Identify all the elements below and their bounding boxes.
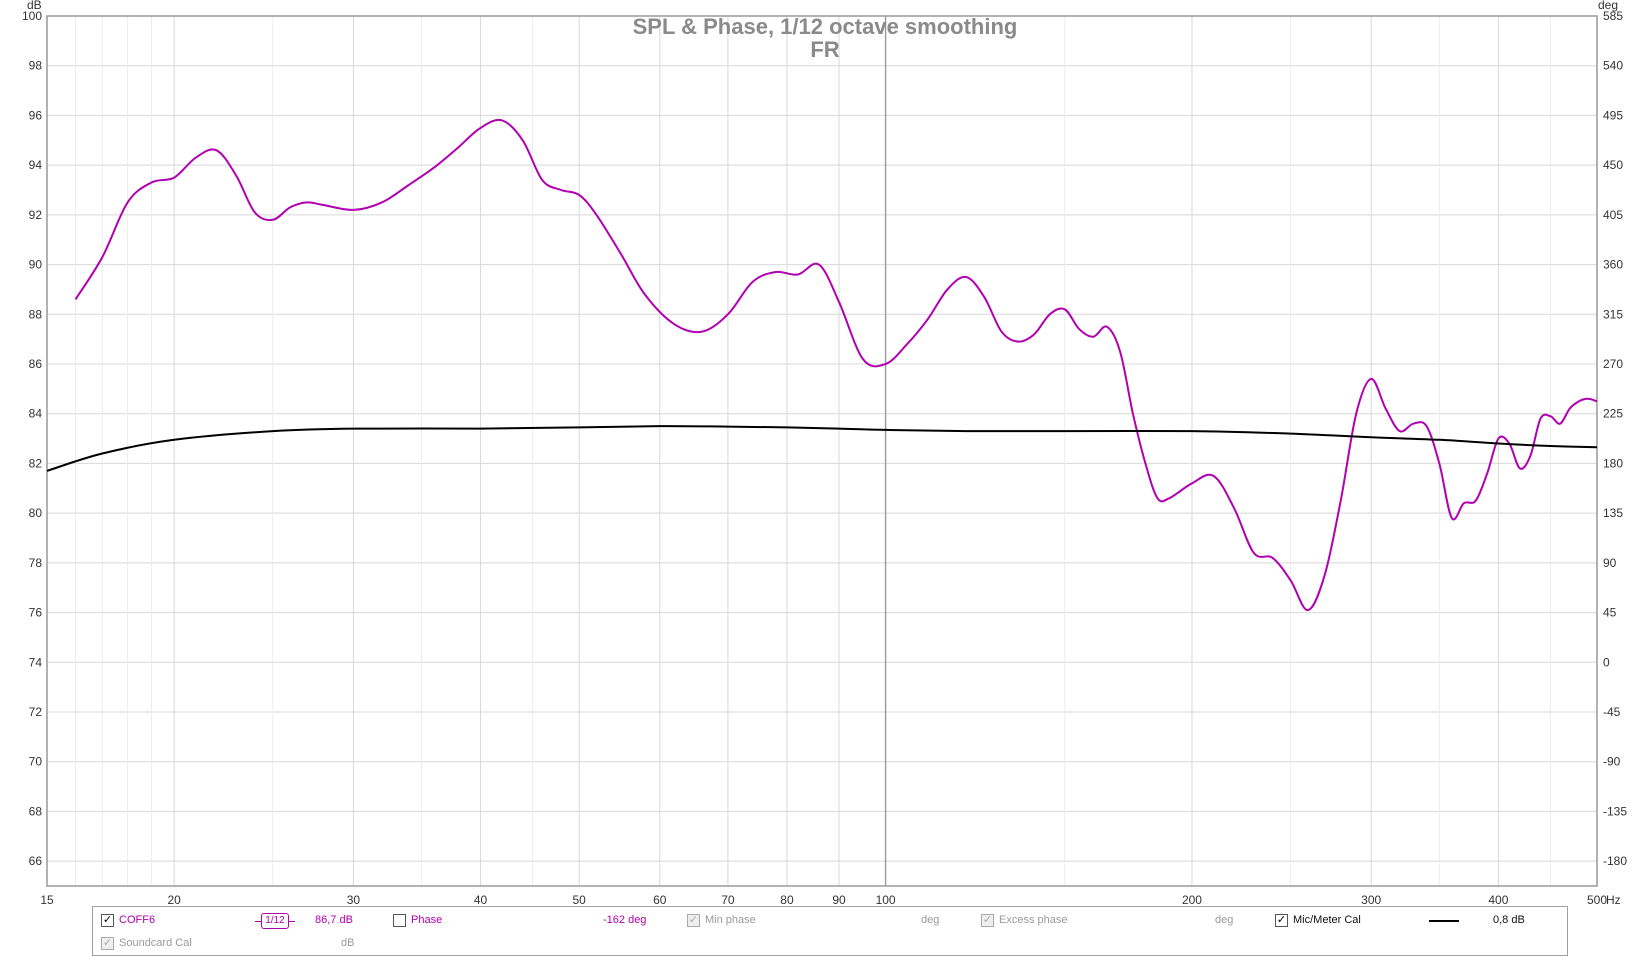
mic-cal-value: 0,8 dB <box>1493 914 1525 926</box>
y-right-tick-label: 270 <box>1603 357 1623 371</box>
y-left-tick-label: 84 <box>29 407 43 421</box>
y-right-unit: deg <box>1598 0 1618 12</box>
phase-checkbox[interactable] <box>393 914 406 927</box>
y-right-tick-label: 180 <box>1603 456 1623 470</box>
min-phase-unit: deg <box>921 914 940 926</box>
coff6-checkbox[interactable]: ✓ <box>101 914 114 927</box>
soundcard-checkbox[interactable]: ✓ <box>101 937 114 950</box>
x-tick-label: 50 <box>573 893 587 907</box>
y-right-tick-label: 225 <box>1603 407 1623 421</box>
y-left-tick-label: 66 <box>29 854 43 868</box>
x-tick-label: 20 <box>167 893 181 907</box>
smoothing-badge[interactable]: 1/12 <box>261 913 289 929</box>
x-tick-label: 80 <box>780 893 794 907</box>
y-right-tick-label: 585 <box>1603 9 1623 23</box>
y-right-tick-label: 135 <box>1603 506 1623 520</box>
legend-panel: ✓ COFF6 1/12 86,7 dB Phase -162 deg ✓ Mi… <box>92 906 1568 956</box>
x-tick-label: 200 <box>1182 893 1202 907</box>
y-right-tick-label: -180 <box>1603 854 1627 868</box>
spl-value: 86,7 dB <box>315 914 353 926</box>
mic-cal-checkbox[interactable]: ✓ <box>1275 914 1288 927</box>
series-layer <box>46 118 1598 612</box>
y-left-tick-label: 70 <box>29 755 43 769</box>
y-left-tick-label: 80 <box>29 506 43 520</box>
x-tick-label: 70 <box>721 893 735 907</box>
y-right-tick-label: 90 <box>1603 556 1617 570</box>
x-tick-label: 100 <box>876 893 896 907</box>
y-right-tick-label: 450 <box>1603 158 1623 172</box>
y-right-tick-label: 315 <box>1603 307 1623 321</box>
y-left-tick-label: 82 <box>29 456 43 470</box>
y-left-tick-label: 86 <box>29 357 43 371</box>
y-left-tick-label: 98 <box>29 59 43 73</box>
y-right-tick-label: -45 <box>1603 705 1621 719</box>
y-left-tick-label: 96 <box>29 108 43 122</box>
soundcard-label: Soundcard Cal <box>119 937 192 949</box>
x-unit-label: Hz <box>1606 893 1621 907</box>
x-tick-label: 90 <box>832 893 846 907</box>
smoothing-line-left <box>255 921 261 922</box>
y-left-tick-label: 94 <box>29 158 43 172</box>
y-left-tick-label: 74 <box>29 655 43 669</box>
y-right-tick-label: 540 <box>1603 59 1623 73</box>
y-left-tick-label: 92 <box>29 208 43 222</box>
chart-subtitle: FR <box>810 37 839 62</box>
min-phase-label: Min phase <box>705 914 756 926</box>
y-left-tick-label: 88 <box>29 307 43 321</box>
y-left-tick-label: 90 <box>29 258 43 272</box>
y-left-tick-label: 72 <box>29 705 43 719</box>
chart-title: SPL & Phase, 1/12 octave smoothing <box>633 14 1018 39</box>
phase-label: Phase <box>411 914 443 926</box>
x-tick-label: 30 <box>347 893 361 907</box>
soundcard-unit: dB <box>341 937 355 949</box>
excess-phase-unit: deg <box>1215 914 1234 926</box>
y-right-tick-label: 45 <box>1603 606 1617 620</box>
y-left-unit: dB <box>27 0 42 12</box>
phase-value: -162 deg <box>603 914 647 926</box>
y-right-tick-label: 360 <box>1603 258 1623 272</box>
y-right-tick-label: -135 <box>1603 804 1627 818</box>
mic-cal-line <box>46 425 1598 472</box>
x-tick-label: 40 <box>474 893 488 907</box>
y-right-tick-label: 0 <box>1603 655 1610 669</box>
coff6-label: COFF6 <box>119 914 156 926</box>
min-phase-checkbox[interactable]: ✓ <box>687 914 700 927</box>
y-right-tick-label: 495 <box>1603 108 1623 122</box>
grid-lines <box>47 16 1597 886</box>
y-left-tick-label: 78 <box>29 556 43 570</box>
y-left-tick-label: 100 <box>22 9 42 23</box>
y-right-tick-label: 405 <box>1603 208 1623 222</box>
x-tick-label: 300 <box>1361 893 1381 907</box>
excess-phase-label: Excess phase <box>999 914 1068 926</box>
y-left-tick-label: 68 <box>29 804 43 818</box>
mic-cal-label: Mic/Meter Cal <box>1293 914 1361 926</box>
x-tick-label: 15 <box>40 893 54 907</box>
smoothing-line-right <box>289 921 295 922</box>
mic-cal-swatch <box>1429 920 1459 922</box>
excess-phase-checkbox[interactable]: ✓ <box>981 914 994 927</box>
x-tick-label: 400 <box>1488 893 1508 907</box>
x-tick-label: 500 <box>1587 893 1607 907</box>
plot-frame <box>46 15 1598 887</box>
coff6-spl-line <box>74 118 1598 612</box>
y-right-tick-label: -90 <box>1603 755 1621 769</box>
y-left-tick-label: 76 <box>29 606 43 620</box>
x-tick-label: 60 <box>653 893 667 907</box>
